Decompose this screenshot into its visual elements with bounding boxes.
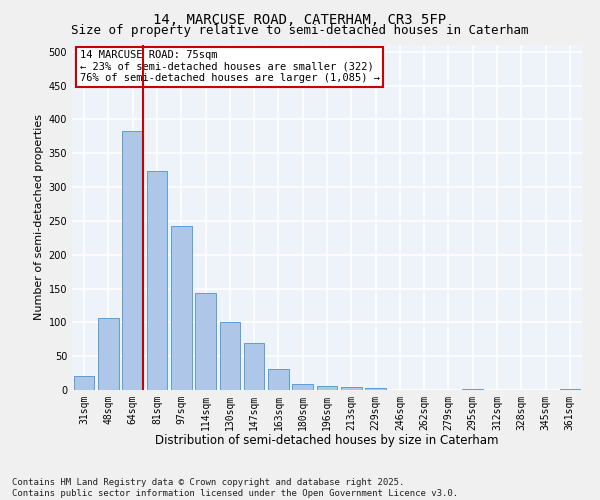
Text: Size of property relative to semi-detached houses in Caterham: Size of property relative to semi-detach… bbox=[71, 24, 529, 37]
Bar bbox=[292, 384, 313, 390]
Bar bbox=[365, 388, 386, 390]
Bar bbox=[268, 369, 289, 390]
Text: Contains HM Land Registry data © Crown copyright and database right 2025.
Contai: Contains HM Land Registry data © Crown c… bbox=[12, 478, 458, 498]
Bar bbox=[171, 226, 191, 390]
Text: 14, MARCUSE ROAD, CATERHAM, CR3 5FP: 14, MARCUSE ROAD, CATERHAM, CR3 5FP bbox=[154, 12, 446, 26]
Y-axis label: Number of semi-detached properties: Number of semi-detached properties bbox=[34, 114, 44, 320]
Bar bbox=[463, 388, 483, 390]
Bar bbox=[98, 318, 119, 390]
Text: 14 MARCUSE ROAD: 75sqm
← 23% of semi-detached houses are smaller (322)
76% of se: 14 MARCUSE ROAD: 75sqm ← 23% of semi-det… bbox=[80, 50, 380, 84]
Bar bbox=[122, 131, 143, 390]
Bar bbox=[146, 171, 167, 390]
Bar bbox=[220, 322, 240, 390]
X-axis label: Distribution of semi-detached houses by size in Caterham: Distribution of semi-detached houses by … bbox=[155, 434, 499, 448]
Bar bbox=[74, 376, 94, 390]
Bar bbox=[317, 386, 337, 390]
Bar bbox=[244, 342, 265, 390]
Bar bbox=[341, 386, 362, 390]
Bar bbox=[560, 388, 580, 390]
Bar bbox=[195, 292, 216, 390]
